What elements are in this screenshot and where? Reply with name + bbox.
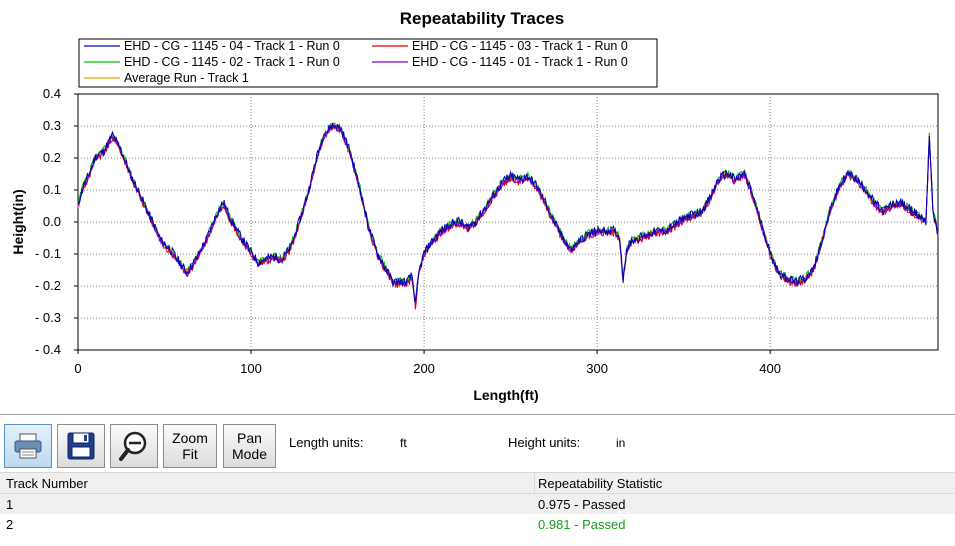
zoom-fit-button[interactable]: Zoom Fit bbox=[163, 424, 217, 468]
legend-entry-5: Average Run - Track 1 bbox=[124, 71, 249, 85]
y-tick-label: 0.0 bbox=[43, 214, 61, 229]
y-tick-label: - 0.4 bbox=[35, 342, 61, 357]
toolbar: Zoom Fit Pan Mode Length units: ft Heigh… bbox=[0, 416, 955, 470]
pan-mode-button[interactable]: Pan Mode bbox=[223, 424, 276, 468]
chart-divider bbox=[0, 414, 955, 415]
chart-area[interactable]: Repeatability Traces 0 100 200 300 400 0.4 0.3… bbox=[0, 0, 955, 412]
y-tick-label: 0.3 bbox=[43, 118, 61, 133]
row-track-number: 2 bbox=[6, 517, 14, 532]
x-tick-label: 300 bbox=[586, 361, 608, 376]
legend-entry-2: EHD - CG - 1145 - 03 - Track 1 - Run 0 bbox=[412, 39, 628, 53]
header-track-number[interactable]: Track Number bbox=[6, 476, 88, 491]
column-separator[interactable] bbox=[534, 473, 535, 493]
y-tick-label: - 0.2 bbox=[35, 278, 61, 293]
legend: EHD - CG - 1145 - 04 - Track 1 - Run 0 EH… bbox=[78, 38, 658, 88]
repeatability-table: Track Number Repeatability Statistic 1 0… bbox=[0, 472, 955, 534]
x-tick-label: 100 bbox=[240, 361, 262, 376]
y-tick-label: 0.1 bbox=[43, 182, 61, 197]
legend-entry-1: EHD - CG - 1145 - 04 - Track 1 - Run 0 bbox=[124, 39, 340, 53]
legend-box bbox=[78, 38, 658, 88]
height-units-label: Height units: bbox=[508, 435, 581, 450]
length-units-label: Length units: bbox=[289, 435, 364, 450]
zoom-fit-line2: Fit bbox=[182, 446, 198, 462]
x-tick-label: 0 bbox=[74, 361, 81, 376]
x-tick-label: 200 bbox=[413, 361, 435, 376]
y-tick-label: 0.2 bbox=[43, 150, 61, 165]
pan-mode-line2: Mode bbox=[231, 446, 268, 462]
legend-entry-4: EHD - CG - 1145 - 01 - Track 1 - Run 0 bbox=[412, 55, 628, 69]
chart-title: Repeatability Traces bbox=[400, 9, 564, 28]
x-tick-label: 400 bbox=[759, 361, 781, 376]
zoom-out-button[interactable] bbox=[110, 424, 158, 468]
row-statistic: 0.975 - Passed bbox=[538, 497, 626, 512]
y-tick-label: 0.4 bbox=[43, 86, 61, 101]
row-statistic: 0.981 - Passed bbox=[538, 517, 626, 532]
save-disk-icon bbox=[67, 432, 95, 460]
header-repeatability-statistic[interactable]: Repeatability Statistic bbox=[538, 476, 663, 491]
length-units-value: ft bbox=[400, 436, 407, 450]
y-tick-label: - 0.3 bbox=[35, 310, 61, 325]
printer-icon bbox=[14, 433, 42, 459]
y-tick-label: - 0.1 bbox=[35, 246, 61, 261]
print-button[interactable] bbox=[4, 424, 52, 468]
y-axis-label: Height(in) bbox=[10, 189, 26, 254]
table-row[interactable]: 2 0.981 - Passed bbox=[0, 514, 955, 534]
x-axis-label: Length(ft) bbox=[473, 387, 538, 403]
legend-entry-3: EHD - CG - 1145 - 02 - Track 1 - Run 0 bbox=[124, 55, 340, 69]
table-row[interactable]: 1 0.975 - Passed bbox=[0, 494, 955, 514]
series-line-1 bbox=[77, 122, 939, 303]
height-units-value: in bbox=[616, 436, 626, 450]
zoom-fit-line1: Zoom bbox=[172, 430, 208, 446]
repeatability-chart[interactable]: Repeatability Traces 0 100 200 300 400 0.4 0.3… bbox=[0, 0, 955, 412]
table-header-row: Track Number Repeatability Statistic bbox=[0, 472, 955, 494]
tick-labels: 0 100 200 300 400 0.4 0.3 0.2 0.1 0.0 - 0.1 - 0.2 - … bbox=[35, 86, 781, 376]
row-track-number: 1 bbox=[6, 497, 14, 512]
series-layer bbox=[77, 122, 939, 310]
pan-mode-line1: Pan bbox=[237, 430, 262, 446]
zoom-out-magnifier-icon bbox=[119, 431, 147, 461]
grid-lines bbox=[78, 94, 938, 350]
save-button[interactable] bbox=[57, 424, 105, 468]
